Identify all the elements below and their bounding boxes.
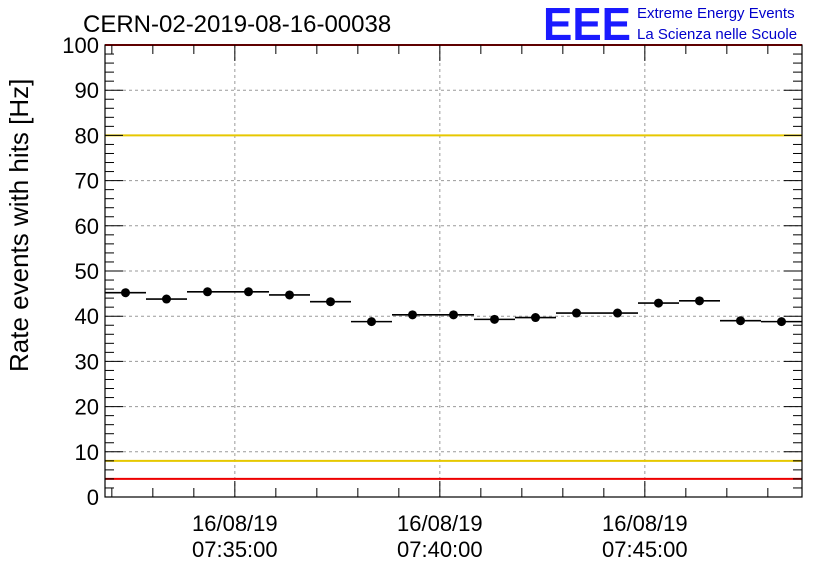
data-point [310,297,351,307]
axes: 010203040506070809010016/08/1907:35:0016… [62,33,802,562]
x-tick-date-label: 16/08/19 [192,511,278,536]
data-point-marker [203,287,212,297]
data-point [228,287,269,297]
data-point-marker [408,310,417,320]
y-tick-label: 40 [75,304,99,329]
data-point [515,313,556,323]
y-tick-label: 70 [75,169,99,194]
y-tick-label: 90 [75,78,99,103]
x-tick-date-label: 16/08/19 [602,511,688,536]
x-tick-time-label: 07:35:00 [192,537,278,562]
data-point [269,290,310,300]
y-tick-label: 50 [75,259,99,284]
data-points [105,287,802,327]
data-point [105,288,146,298]
data-point-marker [244,287,253,297]
data-point-marker [613,308,622,318]
y-axis-title: Rate events with hits [Hz] [4,79,34,372]
data-point [761,317,802,327]
data-point [556,308,597,318]
data-point-marker [162,294,171,304]
chart-title: CERN-02-2019-08-16-00038 [83,11,391,38]
data-point [474,314,515,324]
y-tick-label: 30 [75,349,99,374]
data-point [392,310,433,320]
data-point-marker [531,313,540,323]
data-point-marker [654,298,663,308]
data-point-marker [326,297,335,307]
eee-logo-mark: EEE [543,0,631,50]
y-tick-label: 60 [75,214,99,239]
data-point-marker [736,316,745,326]
data-point-marker [572,308,581,318]
eee-logo: EEE Extreme Energy Events La Scienza nel… [543,0,797,50]
data-point-marker [285,290,294,300]
y-tick-label: 20 [75,395,99,420]
data-point-marker [449,310,458,320]
data-point-marker [490,314,499,324]
data-point [638,298,679,308]
data-point [187,287,228,297]
x-tick-time-label: 07:45:00 [602,537,688,562]
data-point [597,308,638,318]
y-tick-label: 80 [75,123,99,148]
data-point [351,317,392,327]
data-point [720,316,761,326]
data-point [679,296,720,306]
logo-line-2: La Scienza nelle Scuole [637,26,797,43]
y-tick-label: 10 [75,440,99,465]
data-point [433,310,474,320]
data-point-marker [777,317,786,327]
x-tick-date-label: 16/08/19 [397,511,483,536]
logo-line-1: Extreme Energy Events [637,5,795,22]
data-point-marker [121,288,130,298]
data-point-marker [695,296,704,306]
y-tick-label: 0 [87,485,99,510]
data-point-marker [367,317,376,327]
y-tick-label: 100 [62,33,99,58]
data-point [146,294,187,304]
x-tick-time-label: 07:40:00 [397,537,483,562]
